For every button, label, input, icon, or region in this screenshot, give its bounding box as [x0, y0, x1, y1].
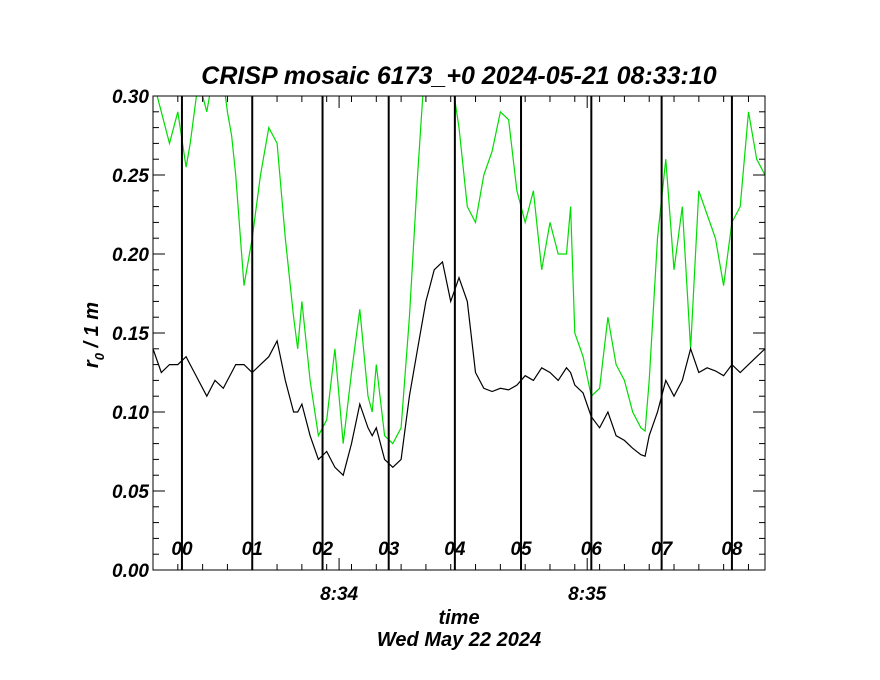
y-tick-label: 0.00: [112, 561, 149, 582]
plot-frame: [152, 95, 766, 571]
y-tick-label: 0.20: [112, 245, 149, 266]
axes: 0.00 0.05 0.10 0.15 0.20 0.25 0.30 8:34 8:35: [112, 87, 766, 605]
x-tick-label: 8:35: [568, 584, 606, 605]
y-tick-label: 0.15: [112, 324, 149, 345]
frame-label-05: 05: [510, 539, 532, 560]
frame-label-04: 04: [444, 539, 466, 560]
frame-label-00: 00: [171, 539, 193, 560]
series-line-0: [156, 96, 765, 445]
y-axis-title: r0 / 1 m: [81, 302, 107, 368]
y-tick-label: 0.25: [112, 166, 149, 187]
x-axis-subtitle: Wed May 22 2024: [377, 629, 541, 651]
y-axis-title-rest: / 1 m: [81, 302, 103, 353]
frame-label-08: 08: [721, 539, 743, 560]
x-axis-title: time: [438, 607, 479, 629]
y-tick-label: 0.30: [112, 87, 149, 108]
frame-markers: 00 01 02 03 04 05 06 07 08: [171, 96, 743, 570]
y-axis-title-main: r: [81, 359, 103, 368]
chart-title: CRISP mosaic 6173_+0 2024-05-21 08:33:10: [201, 62, 716, 90]
y-axis-title-subscript: 0: [92, 352, 107, 360]
x-tick-label: 8:34: [320, 584, 358, 605]
y-tick-label: 0.05: [112, 482, 149, 503]
series-line-1: [153, 260, 765, 477]
frame-label-06: 06: [581, 539, 603, 560]
frame-label-01: 01: [242, 539, 263, 560]
y-tick-label: 0.10: [112, 403, 149, 424]
series-layer: [153, 96, 765, 477]
frame-label-07: 07: [651, 539, 674, 560]
frame-label-03: 03: [378, 539, 400, 560]
frame-label-02: 02: [312, 539, 334, 560]
